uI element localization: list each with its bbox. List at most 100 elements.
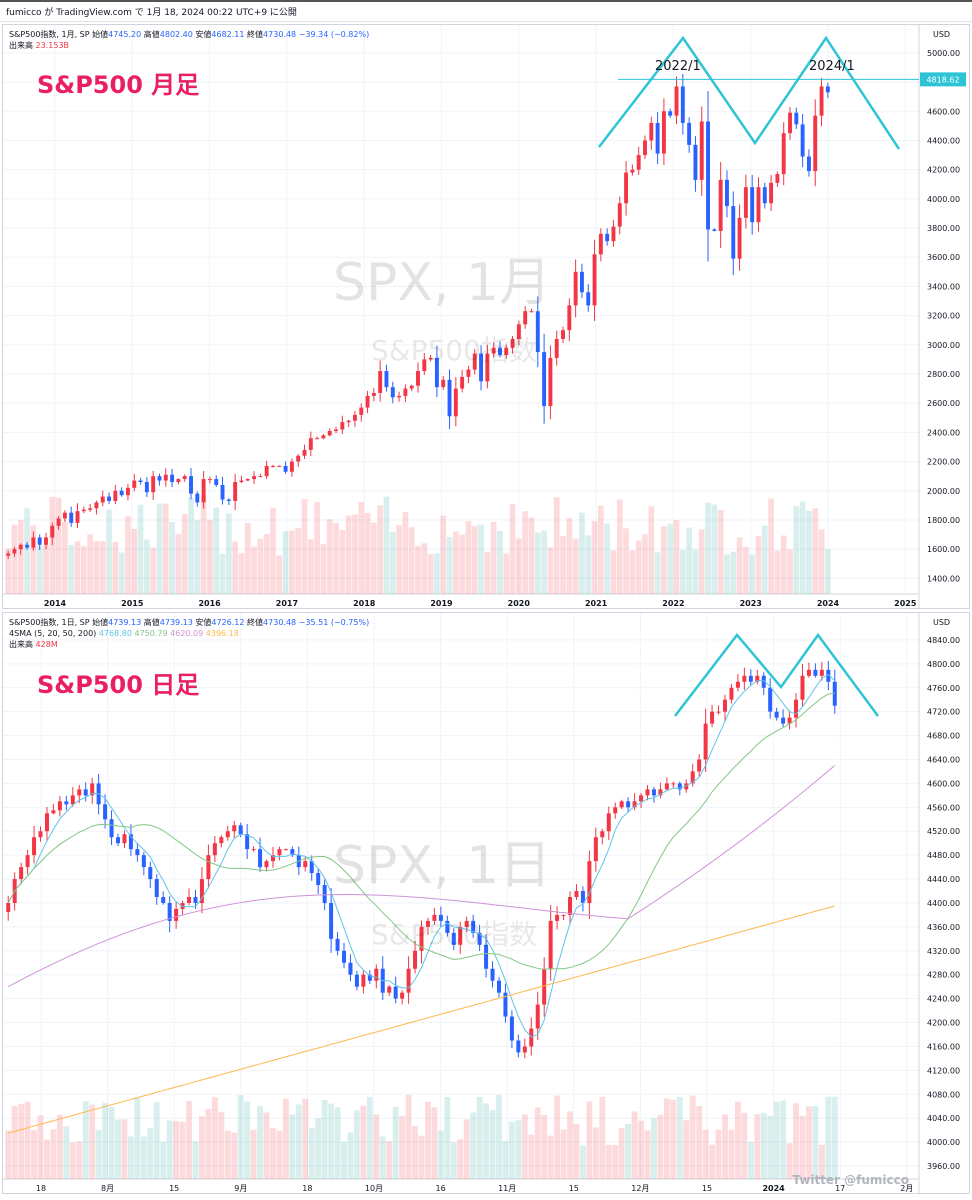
daily-watermark-sub: S&P500指数 [371,918,537,951]
candle-body [592,254,597,306]
volume-bar [528,517,535,594]
candle-body [813,669,818,676]
volume-bar [263,533,270,594]
volume-bar [87,534,93,594]
candle-body [485,353,490,382]
volume-bar [657,1114,664,1179]
candle-body [748,675,753,682]
volume-bar [541,1114,548,1179]
volume-bar [188,497,194,594]
volume-bar [605,1144,612,1179]
x-tick-label: 2019 [430,599,453,608]
volume-bar [207,519,213,594]
volume-bar [676,1096,683,1179]
candle-body [334,429,338,431]
monthly-watermark: SPX, 1月 [333,253,552,313]
volume-bar [572,538,579,594]
volume-bar [799,1115,806,1179]
x-tick-label: 18 [302,1184,312,1193]
candle-body [712,229,717,231]
candle-body [819,86,824,116]
volume-bar [44,1139,50,1179]
volume-bar [345,515,352,594]
candle-body [374,968,379,981]
candle-body [441,379,446,388]
volume-bar [399,1115,406,1179]
candle-body [504,347,509,356]
candle-body [283,465,288,472]
volume-bar [736,537,743,594]
candle-body [25,855,30,868]
candle-body [316,873,321,886]
candle-body [119,490,124,496]
volume-bar [99,541,106,594]
volume-bar [767,1115,774,1179]
volume-bar [205,1108,212,1179]
volume-bar [386,1141,393,1179]
y-tick-label: 2600.00 [927,399,960,408]
volume-bar [618,1127,625,1179]
candle-body [573,271,578,306]
y-tick-label: 4200.00 [927,1019,960,1028]
volume-bar [55,497,62,594]
volume-bar [686,527,692,594]
volume-bar [667,523,674,594]
candle-body [529,311,534,313]
candle-body [342,950,347,963]
volume-bar [76,1141,83,1179]
candle-body [212,843,217,856]
x-tick-label: 2015 [121,599,144,608]
x-tick-label: 2024 [762,1184,785,1193]
candle-body [762,187,767,204]
monthly-low: 4682.11 [211,30,245,39]
x-tick-label: 2020 [508,599,531,608]
monthly-volume: 23.153B [35,41,70,50]
candle-body [600,831,605,838]
daily-chart-svg[interactable]: 3960.00 4000.00 4040.00 4080.00 4120.00 4160.… [3,613,969,1193]
publish-text: fumicco が TradingView.com で 1月 18, 2024 … [6,8,297,18]
candle-body [238,825,243,835]
volume-bar [18,1103,25,1179]
volume-bar [89,1104,96,1179]
volume-bar [194,520,201,594]
candle-body [329,902,334,939]
candle-body [737,217,742,259]
volume-bar [231,1132,238,1179]
volume-bar [642,534,648,594]
candle-body [471,920,476,933]
x-tick-label: 2022 [662,599,684,608]
candle-body [403,388,408,396]
x-tick-label: 18 [36,1184,46,1193]
candle-body [522,1046,527,1053]
candle-body [630,169,635,173]
candle-body [529,1028,534,1047]
candle-body [161,897,166,903]
volume-bar [566,518,573,594]
candle-body [509,1016,514,1041]
candle-body [64,801,69,805]
candle-body [632,801,637,808]
candle-body [51,810,56,814]
volume-bar [156,503,163,594]
candle-body [270,855,275,862]
volume-bar [446,537,453,594]
candle-body [579,271,584,293]
volume-bar [760,1112,767,1179]
volume-bar [270,1128,276,1179]
volume-bar [307,539,314,594]
volume-bar [289,1114,296,1179]
candle-body [352,414,357,421]
volume-bar [200,495,207,594]
daily-open-label: 始値 [92,618,109,627]
candle-body [321,435,326,439]
volume-bar [244,1101,251,1179]
monthly-chart-svg[interactable]: 1400.00 1600.00 1800.00 2000.00 2200.00 2400.… [3,25,969,608]
y-tick-label: 4440.00 [927,875,960,884]
volume-bar [251,546,257,594]
x-tick-label: 2018 [353,599,376,608]
candle-body [432,914,437,921]
candle-body [832,681,837,706]
y-tick-label: 3200.00 [927,312,960,321]
candle-body [18,544,23,550]
candle-body [128,834,133,850]
